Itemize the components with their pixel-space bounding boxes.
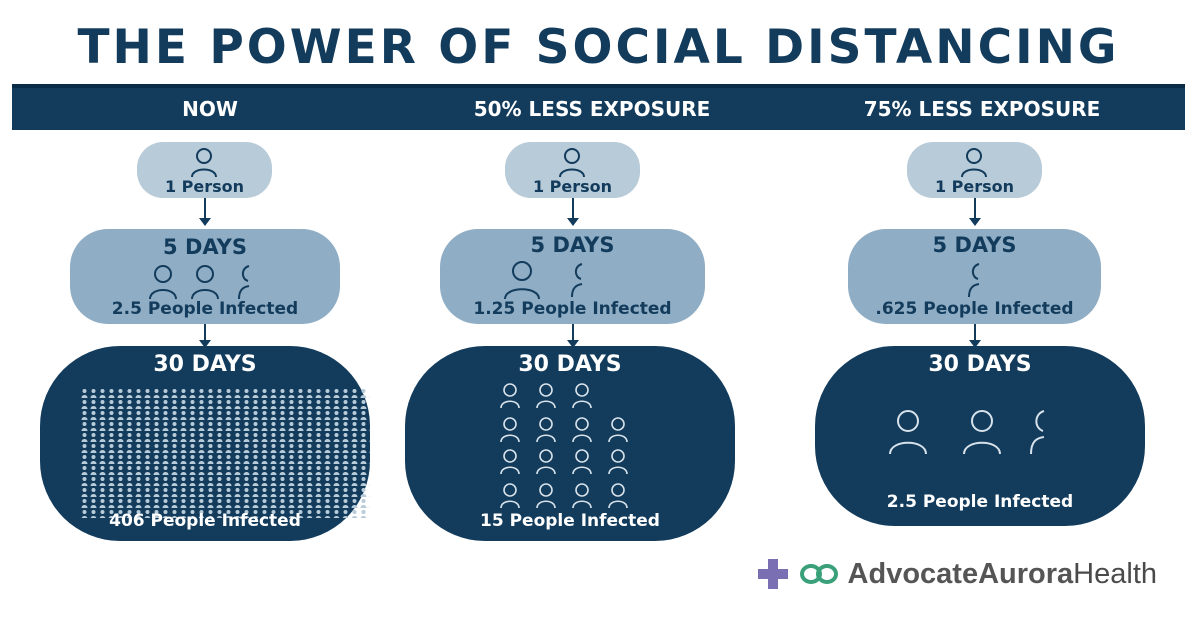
column-header-banner: NOW 50% LESS EXPOSURE 75% LESS EXPOSURE (12, 84, 1185, 130)
thirty-day-label: 30 DAYS (153, 352, 257, 377)
five-day-label: 5 DAYS (163, 235, 247, 259)
worker-icon (149, 265, 177, 300)
column-75: 1 Person 5 DAYS .625 People Infected 30 … (815, 126, 1145, 546)
column-header-75: 75% LESS EXPOSURE (863, 97, 1101, 121)
thirty-day-label: 30 DAYS (928, 352, 1032, 377)
half-person-icon (1030, 410, 1045, 455)
five-day-infected: 2.5 People Infected (111, 299, 299, 319)
person-icon (963, 410, 1001, 455)
worker-icon (889, 410, 927, 455)
thirty-day-infected: 406 People Infected (109, 511, 301, 531)
brand-logo: AdvocateAuroraHealth (756, 554, 1157, 594)
column-50: 1 Person 5 DAYS 1.25 People Infected 30 … (405, 126, 735, 546)
column-header-now: NOW (182, 97, 238, 121)
five-day-label: 5 DAYS (932, 233, 1017, 257)
worker-icon (504, 261, 540, 300)
half-person-icon (571, 263, 583, 298)
arrow-down (969, 324, 981, 348)
arrow-down (969, 198, 981, 226)
page-title: THE POWER OF SOCIAL DISTANCING (77, 20, 1120, 75)
column-header-50: 50% LESS EXPOSURE (473, 97, 711, 121)
start-pill: 1 Person (505, 142, 640, 198)
thirty-day-pill: 30 DAYS 15 People Infected (405, 346, 735, 541)
column-now: 1 Person 5 DAYS 2.5 People Infected 30 D… (40, 126, 370, 546)
five-day-infected: 1.25 People Infected (473, 299, 672, 319)
five-day-label: 5 DAYS (530, 233, 615, 257)
start-pill: 1 Person (137, 142, 272, 198)
person-icon (961, 148, 987, 178)
person-icon (191, 148, 217, 178)
start-pill: 1 Person (907, 142, 1042, 198)
brand-name: AdvocateAuroraHealth (848, 558, 1157, 591)
five-day-pill: 5 DAYS 2.5 People Infected (70, 229, 340, 324)
arrow-down (199, 198, 211, 226)
brand-name-part2: Aurora (978, 557, 1074, 590)
thirty-day-pill: 30 DAYS 406 People Infected (40, 346, 370, 541)
thirty-day-label: 30 DAYS (518, 352, 622, 377)
five-day-pill: 5 DAYS 1.25 People Infected (440, 229, 705, 324)
brand-name-part1: Advocate (847, 557, 979, 590)
five-day-pill: 5 DAYS .625 People Infected (848, 229, 1101, 324)
start-label: 1 Person (532, 177, 613, 196)
infinity-link-icon (799, 564, 838, 584)
people-group-icon (500, 383, 628, 509)
arrow-down (199, 324, 211, 348)
brand-name-part3: Health (1073, 557, 1157, 590)
crowd-icon (80, 388, 370, 518)
arrow-down (567, 324, 579, 348)
thirty-day-infected: 2.5 People Infected (886, 492, 1074, 512)
five-day-infected: .625 People Infected (875, 299, 1074, 319)
doctor-icon (191, 265, 219, 300)
thirty-day-pill: 30 DAYS 2.5 People Infected (815, 346, 1145, 526)
start-label: 1 Person (934, 177, 1015, 196)
plus-cross-icon (757, 559, 788, 589)
half-person-icon (238, 265, 250, 300)
start-label: 1 Person (164, 177, 245, 196)
half-person-icon (968, 263, 980, 298)
thirty-day-infected: 15 People Infected (480, 511, 660, 531)
person-icon (559, 148, 585, 178)
arrow-down (567, 198, 579, 226)
